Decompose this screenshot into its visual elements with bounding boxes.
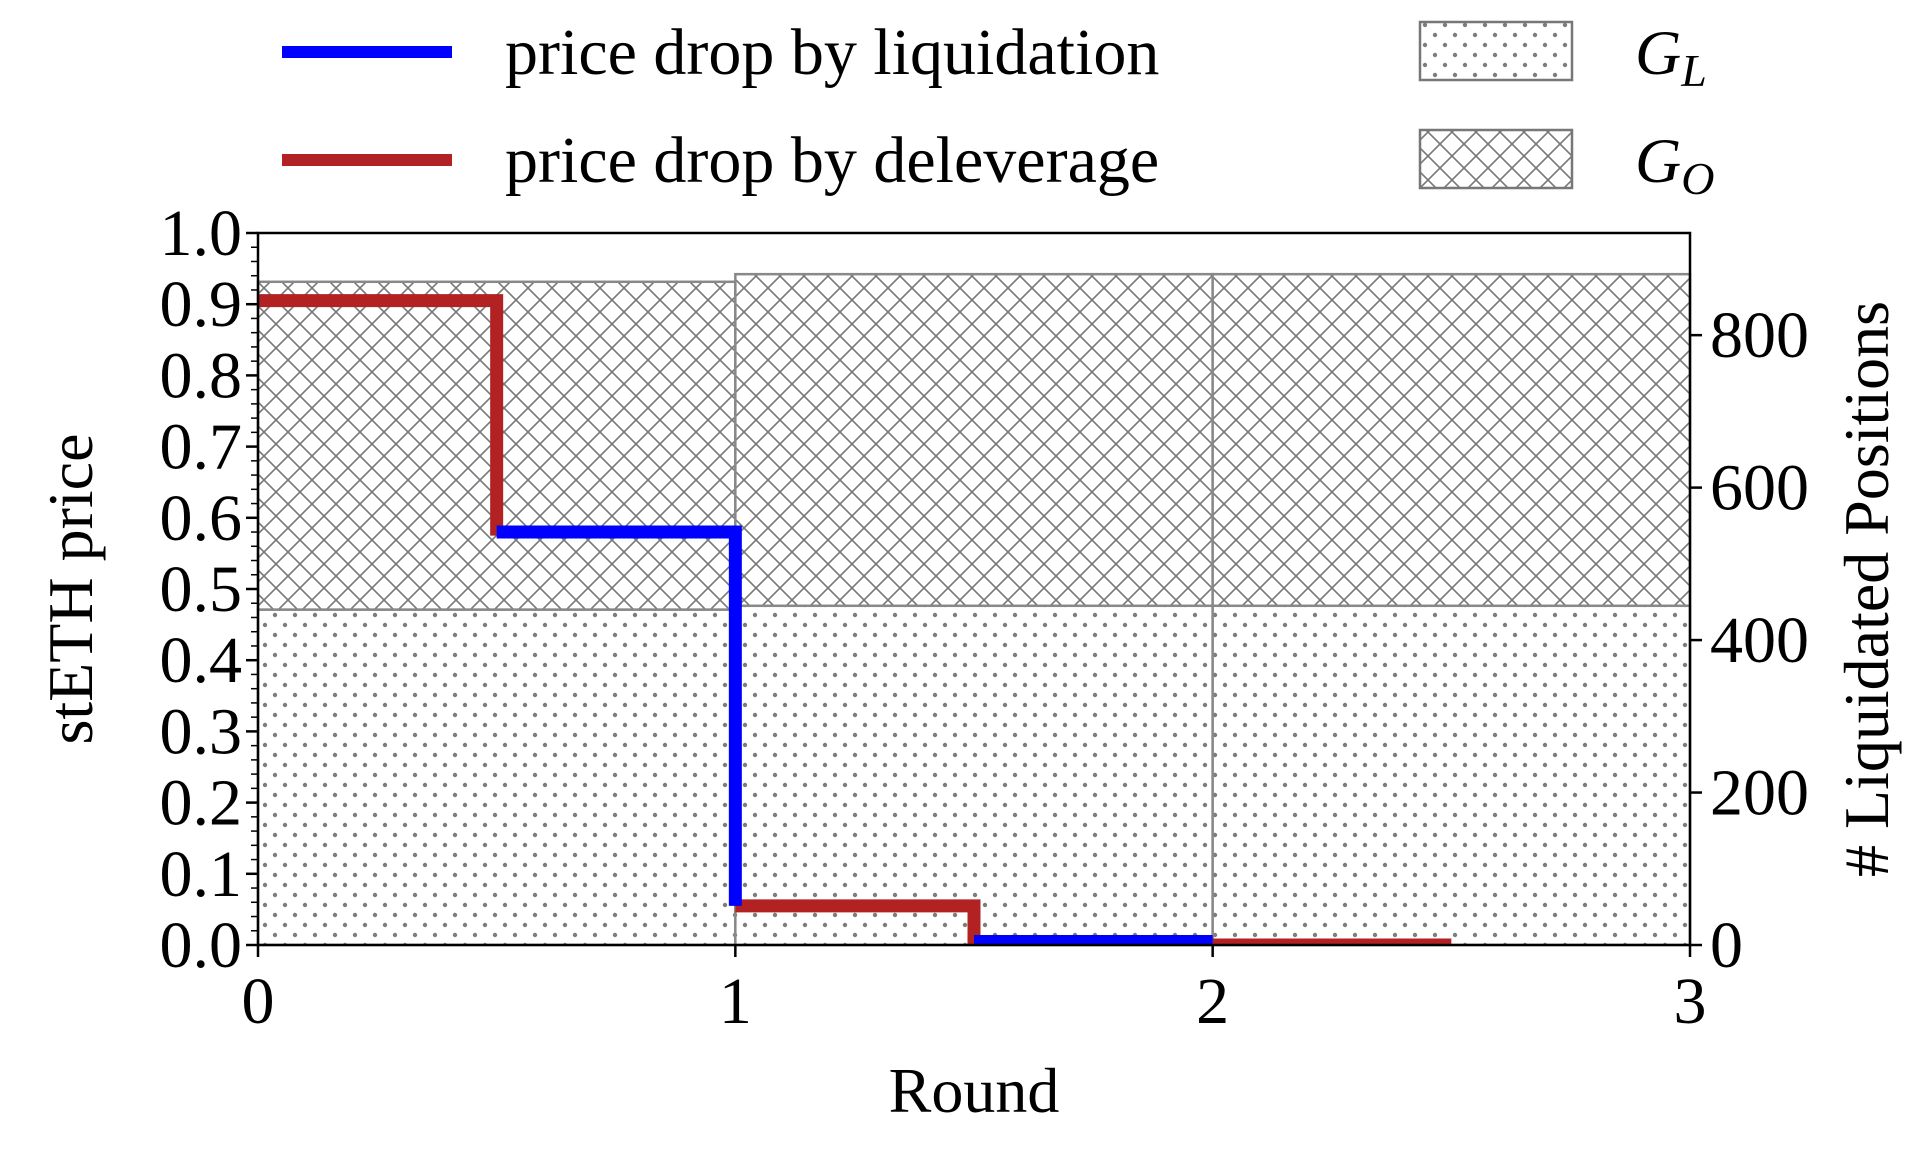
y-tick-label: 0.1	[160, 838, 243, 911]
legend: price drop by liquidation price drop by …	[282, 16, 1714, 204]
y-axis-title: stETH price	[35, 434, 106, 745]
y-tick-label: 0.3	[160, 695, 243, 768]
y-tick-label: 0.6	[160, 482, 243, 555]
legend-patch-gl	[1418, 20, 1574, 82]
bar-go-round-2	[734, 272, 1214, 608]
x-tick-label: 0	[242, 965, 275, 1038]
y-tick-label: 0.5	[160, 553, 243, 626]
y2-axis-title: # Liquidated Positions	[1831, 301, 1902, 877]
bar-gl-round-2	[734, 604, 1214, 947]
line-deleverage-segment-2	[735, 899, 981, 945]
legend-label-liquidation: price drop by liquidation	[505, 16, 1159, 89]
line-deleverage-segment-1	[258, 294, 504, 536]
x-tick-label: 1	[719, 965, 752, 1038]
y-tick-label: 0.7	[160, 411, 243, 484]
y-tick-label: 0.8	[160, 339, 243, 412]
legend-label-go: GO	[1635, 125, 1714, 204]
y-tick-label: 0.4	[160, 624, 243, 697]
x-axis-title: Round	[889, 1055, 1060, 1126]
y2-tick-label: 400	[1710, 604, 1809, 677]
line-liquidation-segment-1	[496, 525, 742, 906]
y-tick-label: 0.0	[160, 909, 243, 982]
bars-layer	[256, 272, 1692, 947]
lines-layer	[258, 294, 1452, 945]
bar-gl-round-1	[256, 608, 737, 947]
y2-tick-label: 0	[1710, 909, 1743, 982]
bar-go-round-3	[1211, 272, 1692, 608]
x-tick-label: 2	[1196, 965, 1229, 1038]
y-tick-label: 1.0	[160, 197, 243, 270]
x-tick-label: 3	[1674, 965, 1707, 1038]
legend-patch-go	[1418, 128, 1574, 190]
legend-label-deleverage: price drop by deleverage	[505, 124, 1159, 197]
y2-tick-label: 200	[1710, 757, 1809, 830]
axes-layer: 0.00.10.20.30.40.50.60.70.80.91.00 1 2 3020…	[160, 197, 1810, 1038]
y-tick-label: 0.2	[160, 767, 243, 840]
y-tick-label: 0.9	[160, 268, 243, 341]
y2-tick-label: 800	[1710, 299, 1809, 372]
legend-label-gl: GL	[1635, 17, 1707, 96]
bar-gl-round-3	[1211, 604, 1692, 947]
y2-tick-label: 600	[1710, 452, 1809, 525]
